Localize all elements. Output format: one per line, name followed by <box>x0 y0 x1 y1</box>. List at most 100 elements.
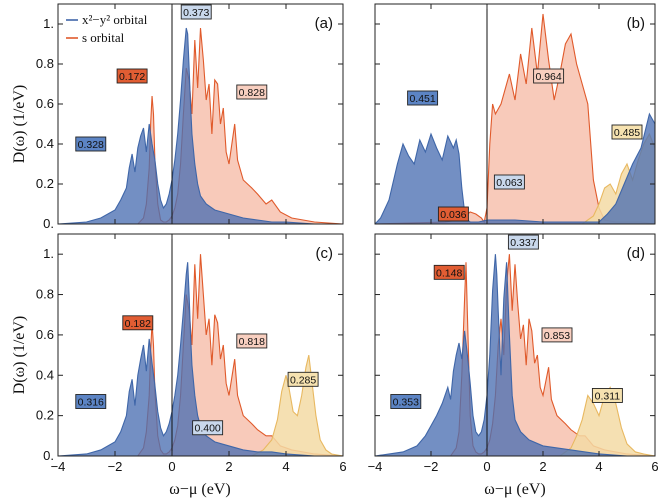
plot-area <box>375 254 655 456</box>
series-area-1 <box>375 254 655 456</box>
weight-label-box <box>507 234 539 250</box>
weight-label: 0.828 <box>236 84 268 100</box>
series-line-1 <box>375 13 655 224</box>
weight-label-text: 0.063 <box>496 177 522 189</box>
y-tick-label: 0.6 <box>36 327 54 342</box>
legend-entry: x²−y² orbital <box>82 12 148 27</box>
x-tick-label: −2 <box>108 459 123 474</box>
weight-label: 0.172 <box>116 68 148 84</box>
x-tick-label: 4 <box>282 459 289 474</box>
weight-label-box <box>192 420 224 436</box>
x-tick-label: −4 <box>51 459 66 474</box>
weight-label-box <box>287 371 319 387</box>
y-tick-label: 0.2 <box>36 408 54 423</box>
weight-label-text: 0.964 <box>535 71 561 83</box>
weight-label-text: 0.485 <box>614 127 640 139</box>
weight-label-text: 0.353 <box>393 397 419 409</box>
weight-label: 0.337 <box>507 234 539 250</box>
weight-label: 0.964 <box>533 68 565 84</box>
series-line-1 <box>58 27 343 224</box>
y-axis-label-top: D(ω) (1/eV) <box>11 85 28 164</box>
series-area-0 <box>58 262 343 456</box>
weight-label-box <box>533 68 565 84</box>
weight-label: 0.353 <box>390 394 422 409</box>
panel-frame <box>374 3 656 225</box>
weight-label-box <box>493 174 525 190</box>
series-line-1 <box>58 254 343 456</box>
weight-label-text: 0.285 <box>290 374 316 386</box>
panel-b: (b) 0.451 0.964 0.485 0.063 0.036 <box>374 3 656 225</box>
weight-label-box <box>122 315 154 331</box>
y-tick-label: 0.8 <box>36 56 54 71</box>
weight-label-box <box>180 4 212 20</box>
weight-label-text: 0.148 <box>436 267 462 279</box>
series-area-1 <box>58 254 343 456</box>
weight-label: 0.148 <box>433 264 465 280</box>
y-tick-label: 0.6 <box>36 96 54 111</box>
y-tick-label: 0.4 <box>36 136 54 151</box>
weight-label-text: 0.373 <box>183 7 209 19</box>
weight-label-text: 0.853 <box>544 330 570 342</box>
panel-frame <box>57 3 344 225</box>
weight-label-box <box>75 394 107 409</box>
legend: x²−y² orbital s orbital <box>66 12 148 45</box>
weight-label-text: 0.451 <box>409 93 435 105</box>
y-tick-label: 0.2 <box>36 176 54 191</box>
series-area-0 <box>375 114 655 224</box>
weight-label-text: 0.337 <box>510 237 536 249</box>
y-tick-label: 1. <box>43 246 54 261</box>
weight-label: 0.036 <box>437 206 469 222</box>
weight-label-text: 0.182 <box>125 318 151 330</box>
x-axis-label-left: ω−μ (eV) <box>169 481 230 498</box>
panel-label: (b) <box>627 15 645 32</box>
series-line-1 <box>375 254 655 456</box>
legend-entry: s orbital <box>82 30 125 45</box>
weight-label-box <box>116 68 148 84</box>
y-tick-label: 0.4 <box>36 367 54 382</box>
y-tick-label: 1. <box>43 16 54 31</box>
weight-label-text: 0.828 <box>239 87 265 99</box>
series-line-2 <box>58 354 343 456</box>
y-tick-label: 0.8 <box>36 287 54 302</box>
weight-label-box <box>541 327 573 343</box>
weight-label-text: 0.316 <box>78 397 104 409</box>
weight-label-box <box>407 90 439 106</box>
weight-label: 0.328 <box>75 136 107 152</box>
x-tick-label: 0 <box>168 459 175 474</box>
panel-frame <box>57 233 344 457</box>
y-tick-label: 0. <box>43 216 54 231</box>
x-tick-label: 0 <box>483 459 490 474</box>
weight-label-box <box>437 206 469 222</box>
weight-label-text: 0.328 <box>78 139 104 151</box>
weight-label: 0.316 <box>75 394 107 409</box>
weight-label-box <box>390 394 422 409</box>
series-area-0 <box>375 254 655 456</box>
weight-label: 0.063 <box>493 174 525 190</box>
plot-area <box>58 254 343 456</box>
y-axis-label-bottom: D(ω) (1/eV) <box>11 316 28 395</box>
weight-label: 0.182 <box>122 315 154 331</box>
series-area-1 <box>58 28 343 224</box>
weight-label: 0.400 <box>192 420 224 436</box>
weight-label-box <box>236 333 268 349</box>
panel-c: 0. 0.2 0.4 0.6 0.8 1. −4 −2 0 2 4 6 (c) 0.182 0.818 0.2… <box>36 233 347 474</box>
plot-area <box>58 27 343 224</box>
x-axis-label-right: ω−μ (eV) <box>484 481 545 498</box>
x-tick-label: 6 <box>339 459 346 474</box>
x-tick-label: 4 <box>595 459 602 474</box>
weight-label: 0.311 <box>591 388 623 403</box>
weight-label-text: 0.311 <box>595 390 621 402</box>
weight-label-text: 0.172 <box>119 71 145 83</box>
weight-label-box <box>75 136 107 152</box>
series-area-2 <box>58 355 343 456</box>
weight-label: 0.285 <box>287 371 319 387</box>
panel-frame <box>374 233 656 457</box>
x-tick-label: 2 <box>225 459 232 474</box>
weight-label-box <box>236 84 268 100</box>
x-tick-label: 2 <box>539 459 546 474</box>
series-line-0 <box>375 254 655 456</box>
panel-label: (c) <box>316 245 334 262</box>
panel-label: (a) <box>315 15 333 32</box>
y-tick-label: 0. <box>43 448 54 463</box>
